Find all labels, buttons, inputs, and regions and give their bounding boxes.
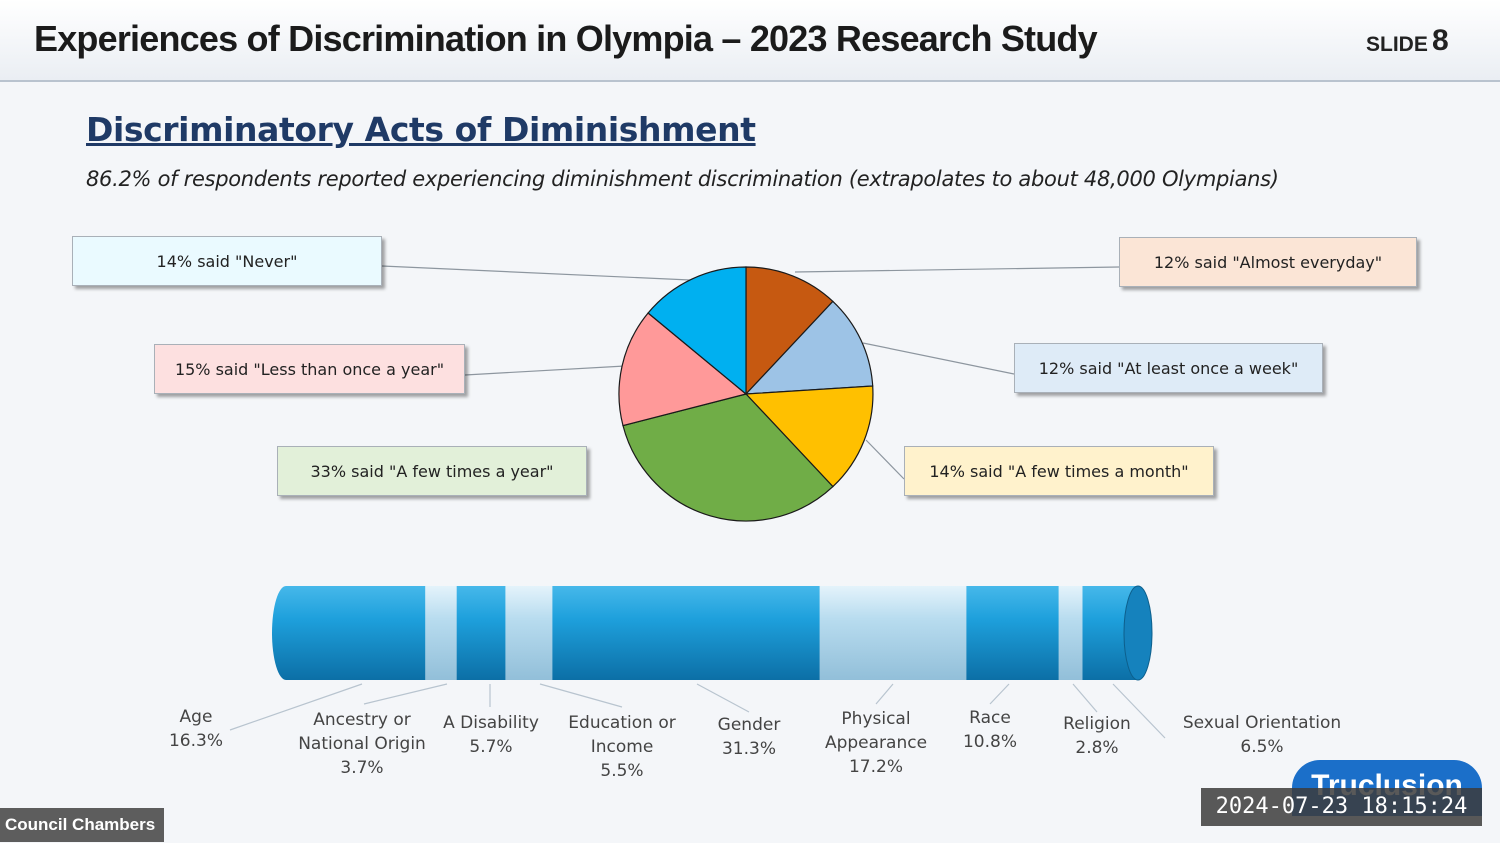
pie-slice — [647, 266, 747, 396]
slide-label: SLIDE — [1366, 33, 1428, 56]
category-label-line: Income — [590, 737, 654, 757]
pie-slice — [622, 393, 834, 522]
pie-leader-line — [464, 365, 626, 376]
category-label-line: 2.8% — [1075, 738, 1119, 758]
pie-leader-line — [865, 439, 905, 480]
category-leader-line — [696, 683, 750, 713]
category-label: A Disability 5.7% — [443, 711, 539, 759]
category-leader-line — [539, 683, 623, 708]
section-subtitle: 86.2% of respondents reported experienci… — [86, 167, 1279, 191]
video-timestamp: 2024-07-23 18:15:24 — [1201, 788, 1482, 826]
category-label: Ancestry or National Origin 3.7% — [298, 708, 426, 780]
section-title: Discriminatory Acts of Diminishment — [86, 110, 756, 149]
bar-segment — [505, 586, 553, 680]
pie-leader-line — [794, 266, 1120, 273]
category-leader-line — [229, 683, 363, 731]
bar-segment — [552, 586, 821, 680]
category-label-line: 5.5% — [600, 761, 644, 781]
pie-slice-label: 12% said "At least once a week" — [1014, 343, 1323, 393]
bar-segment — [966, 586, 1060, 680]
category-label-line: 3.7% — [340, 758, 384, 778]
bar-end-cap — [1123, 585, 1153, 681]
room-label: Council Chambers — [0, 808, 164, 842]
category-label-line: 31.3% — [721, 739, 776, 759]
pie-slice-label: 15% said "Less than once a year" — [154, 344, 465, 394]
pie-slice — [745, 266, 834, 396]
pie-slice-label: 14% said "A few times a month" — [904, 446, 1214, 496]
pie-slice-label: 33% said "A few times a year" — [277, 446, 587, 496]
category-label-line: A Disability — [443, 713, 539, 733]
category-label-line: Religion — [1063, 714, 1131, 734]
pie-slice-label: 14% said "Never" — [72, 236, 382, 286]
pie-slice-label: 12% said "Almost everyday" — [1119, 237, 1417, 287]
category-label-line: Physical — [841, 709, 911, 729]
pie-slice — [744, 385, 874, 488]
bar-left-cap — [272, 586, 286, 680]
category-label-line: Education or — [568, 713, 676, 733]
bar-segment — [456, 586, 506, 680]
category-leader-line — [1072, 683, 1098, 713]
category-leader-line — [875, 683, 894, 705]
category-label-line: Gender — [717, 715, 781, 735]
category-label: Education or Income 5.5% — [568, 711, 675, 783]
category-label-line: Age — [179, 707, 213, 727]
pie-leader-line — [381, 265, 691, 281]
category-label: Race 10.8% — [963, 706, 1017, 754]
category-label-line: National Origin — [298, 734, 426, 754]
category-label-line: 5.7% — [469, 737, 513, 757]
category-leader-line — [1112, 683, 1166, 739]
category-leader-line — [989, 683, 1010, 705]
category-label-line: 10.8% — [962, 732, 1018, 752]
category-label-line: Race — [969, 708, 1011, 728]
category-leader-line — [363, 683, 448, 705]
category-label-line: Sexual Orientation — [1182, 713, 1342, 733]
pie-slice — [744, 300, 874, 395]
category-label: Age 16.3% — [169, 705, 223, 753]
bar-segment — [1058, 586, 1084, 680]
bar-segment — [819, 586, 967, 680]
category-label-line: Ancestry or — [313, 710, 411, 730]
pie-slice — [618, 312, 748, 427]
category-label-line: 6.5% — [1240, 737, 1284, 757]
slide-title: Experiences of Discrimination in Olympia… — [34, 18, 1098, 59]
bar-segment — [425, 586, 458, 680]
category-label: Religion 2.8% — [1063, 712, 1131, 760]
category-label-line: Appearance — [824, 733, 928, 753]
slide-header: Experiences of Discrimination in Olympia… — [0, 0, 1500, 82]
category-label-line: 17.2% — [848, 757, 904, 777]
category-label: Physical Appearance 17.2% — [825, 707, 927, 779]
category-label: Gender 31.3% — [718, 713, 781, 761]
slide-number: 8 — [1432, 24, 1449, 57]
category-label-line: 16.3% — [168, 731, 224, 751]
bar-segment — [286, 586, 426, 680]
pie-leader-line — [862, 342, 1015, 375]
category-label: Sexual Orientation 6.5% — [1183, 711, 1341, 759]
